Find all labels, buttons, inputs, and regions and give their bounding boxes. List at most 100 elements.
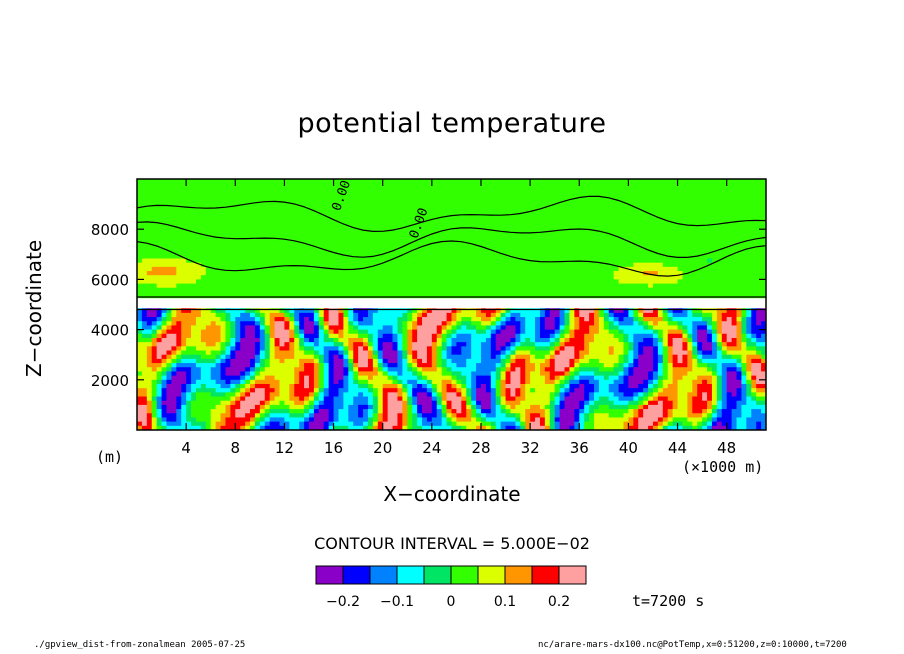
- field-cell: [436, 183, 443, 188]
- field-cell: [264, 250, 271, 255]
- field-cell: [648, 195, 654, 201]
- field-cell: [176, 254, 182, 259]
- field-cell: [259, 233, 266, 238]
- field-cell: [358, 191, 364, 197]
- field-cell: [377, 212, 384, 218]
- field-cell: [741, 208, 747, 213]
- field-cell: [554, 333, 561, 339]
- field-cell: [559, 212, 565, 218]
- field-cell: [431, 333, 438, 339]
- field-cell: [643, 325, 649, 330]
- field-cell: [574, 325, 580, 330]
- field-cell: [436, 275, 443, 280]
- field-cell: [530, 237, 536, 243]
- field-cell: [328, 308, 334, 314]
- field-cell: [333, 183, 339, 188]
- field-cell: [382, 271, 389, 276]
- field-cell: [721, 258, 728, 264]
- field-cell: [269, 325, 275, 330]
- field-cell: [549, 220, 556, 226]
- field-cell: [274, 283, 280, 289]
- field-cell: [623, 258, 629, 264]
- field-cell: [490, 337, 497, 343]
- field-cell: [544, 179, 551, 184]
- field-cell: [279, 212, 285, 218]
- field-cell: [594, 191, 600, 197]
- field-cell: [554, 275, 561, 280]
- field-cell: [245, 220, 251, 226]
- field-cell: [426, 279, 433, 284]
- field-cell: [313, 187, 320, 192]
- field-cell: [191, 204, 197, 209]
- field-cell: [195, 233, 202, 238]
- field-cell: [476, 199, 482, 205]
- field-cell: [480, 283, 487, 289]
- field-cell: [195, 266, 202, 272]
- field-cell: [515, 245, 521, 251]
- field-cell: [402, 254, 408, 259]
- field-cell: [308, 321, 315, 326]
- field-cell: [137, 233, 143, 238]
- field-cell: [431, 329, 438, 335]
- field-cell: [490, 195, 497, 201]
- field-cell: [171, 258, 177, 264]
- field-cell: [574, 254, 580, 259]
- field-cell: [584, 275, 590, 280]
- field-cell: [441, 325, 447, 330]
- field-cell: [195, 258, 202, 264]
- field-cell: [392, 266, 398, 272]
- field-cell: [274, 179, 280, 184]
- field-cell: [431, 275, 438, 280]
- field-cell: [603, 262, 610, 268]
- field-cell: [323, 212, 330, 218]
- field-cell: [451, 216, 457, 222]
- field-cell: [181, 266, 187, 272]
- field-cell: [731, 208, 737, 213]
- field-cell: [191, 254, 197, 259]
- field-cell: [692, 266, 698, 272]
- field-cell: [549, 317, 556, 322]
- field-cell: [761, 229, 766, 234]
- field-cell: [598, 187, 605, 192]
- field-cell: [490, 279, 497, 284]
- field-cell: [652, 225, 659, 230]
- field-cell: [761, 225, 766, 230]
- field-cell: [377, 333, 384, 339]
- field-cell: [422, 245, 428, 251]
- field-cell: [215, 187, 221, 192]
- field-cell: [141, 333, 148, 339]
- field-cell: [323, 179, 330, 184]
- field-cell: [456, 233, 462, 238]
- field-cell: [308, 229, 315, 234]
- field-cell: [564, 308, 570, 314]
- field-cell: [269, 179, 275, 184]
- field-cell: [633, 329, 639, 335]
- field-cell: [235, 208, 241, 213]
- field-cell: [726, 271, 732, 276]
- field-cell: [441, 250, 447, 255]
- field-cell: [269, 287, 275, 293]
- field-cell: [274, 266, 280, 272]
- field-cell: [500, 283, 506, 289]
- field-cell: [648, 187, 654, 192]
- field-cell: [535, 308, 541, 314]
- field-cell: [613, 245, 619, 251]
- field-cell: [569, 245, 575, 251]
- field-cell: [535, 275, 541, 280]
- field-cell: [313, 312, 320, 318]
- field-cell: [269, 241, 275, 247]
- field-cell: [230, 250, 236, 255]
- field-cell: [431, 283, 438, 289]
- field-cell: [667, 229, 674, 234]
- field-cell: [500, 208, 506, 213]
- field-cell: [520, 275, 526, 280]
- field-cell: [451, 321, 457, 326]
- field-cell: [269, 229, 275, 234]
- field-cell: [692, 321, 698, 326]
- field-cell: [367, 271, 374, 276]
- field-cell: [535, 271, 541, 276]
- field-cell: [274, 229, 280, 234]
- field-cell: [598, 325, 605, 330]
- field-cell: [466, 208, 472, 213]
- field-cell: [151, 279, 158, 284]
